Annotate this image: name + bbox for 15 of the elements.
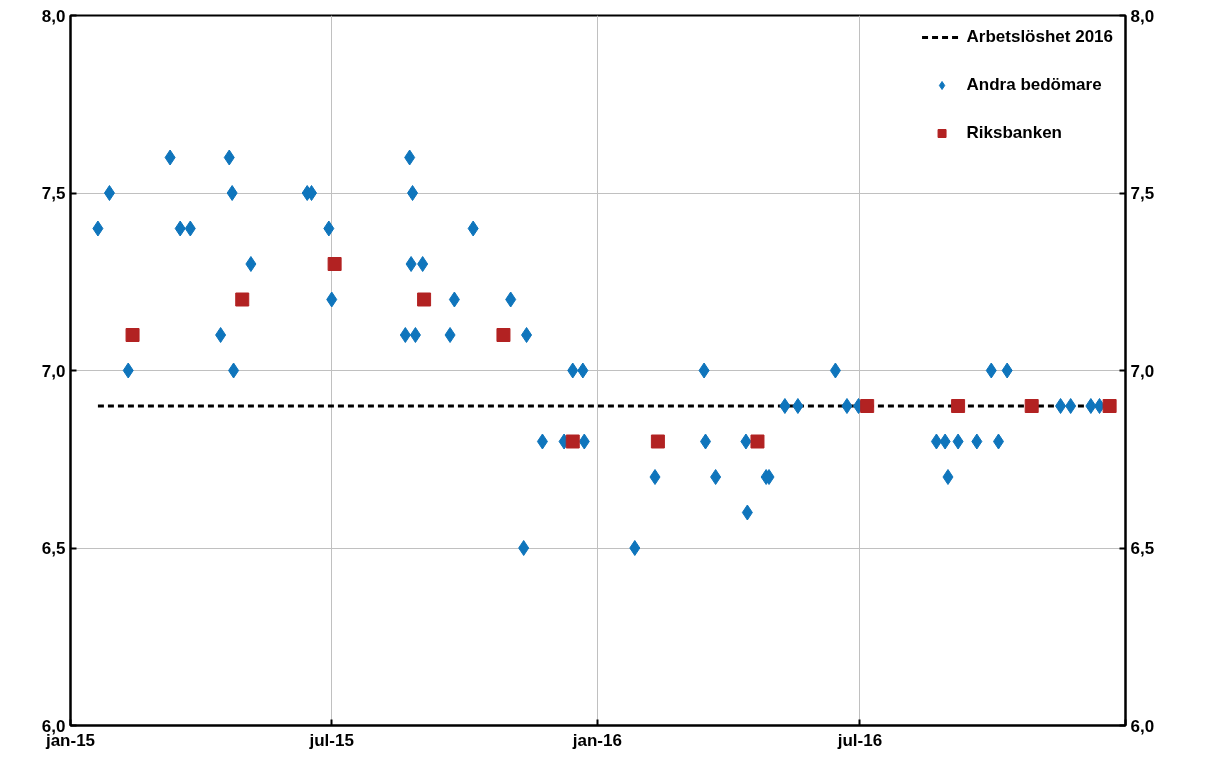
legend-label: Riksbanken: [966, 123, 1062, 143]
legend-label: Arbetslöshet 2016: [966, 27, 1113, 47]
y2-tick-label: 8,0: [1130, 6, 1155, 26]
x-tick-label: jul-16: [836, 730, 883, 750]
x-tick-label: jul-15: [308, 730, 354, 750]
y-tick-label: 7,5: [41, 184, 66, 203]
y2-tick-label: 7,5: [1130, 184, 1155, 203]
y2-tick-label: 6,5: [1130, 539, 1155, 558]
y-tick-label: 6,5: [41, 539, 66, 558]
x-tick-label: jan-16: [571, 730, 622, 750]
y2-tick-label: 7,0: [1130, 361, 1155, 381]
legend-label: Andra bedömare: [966, 75, 1102, 95]
y-tick-label: 7,0: [41, 361, 66, 381]
y2-tick-label: 6,0: [1130, 716, 1155, 736]
y-tick-label: 8,0: [41, 6, 66, 26]
